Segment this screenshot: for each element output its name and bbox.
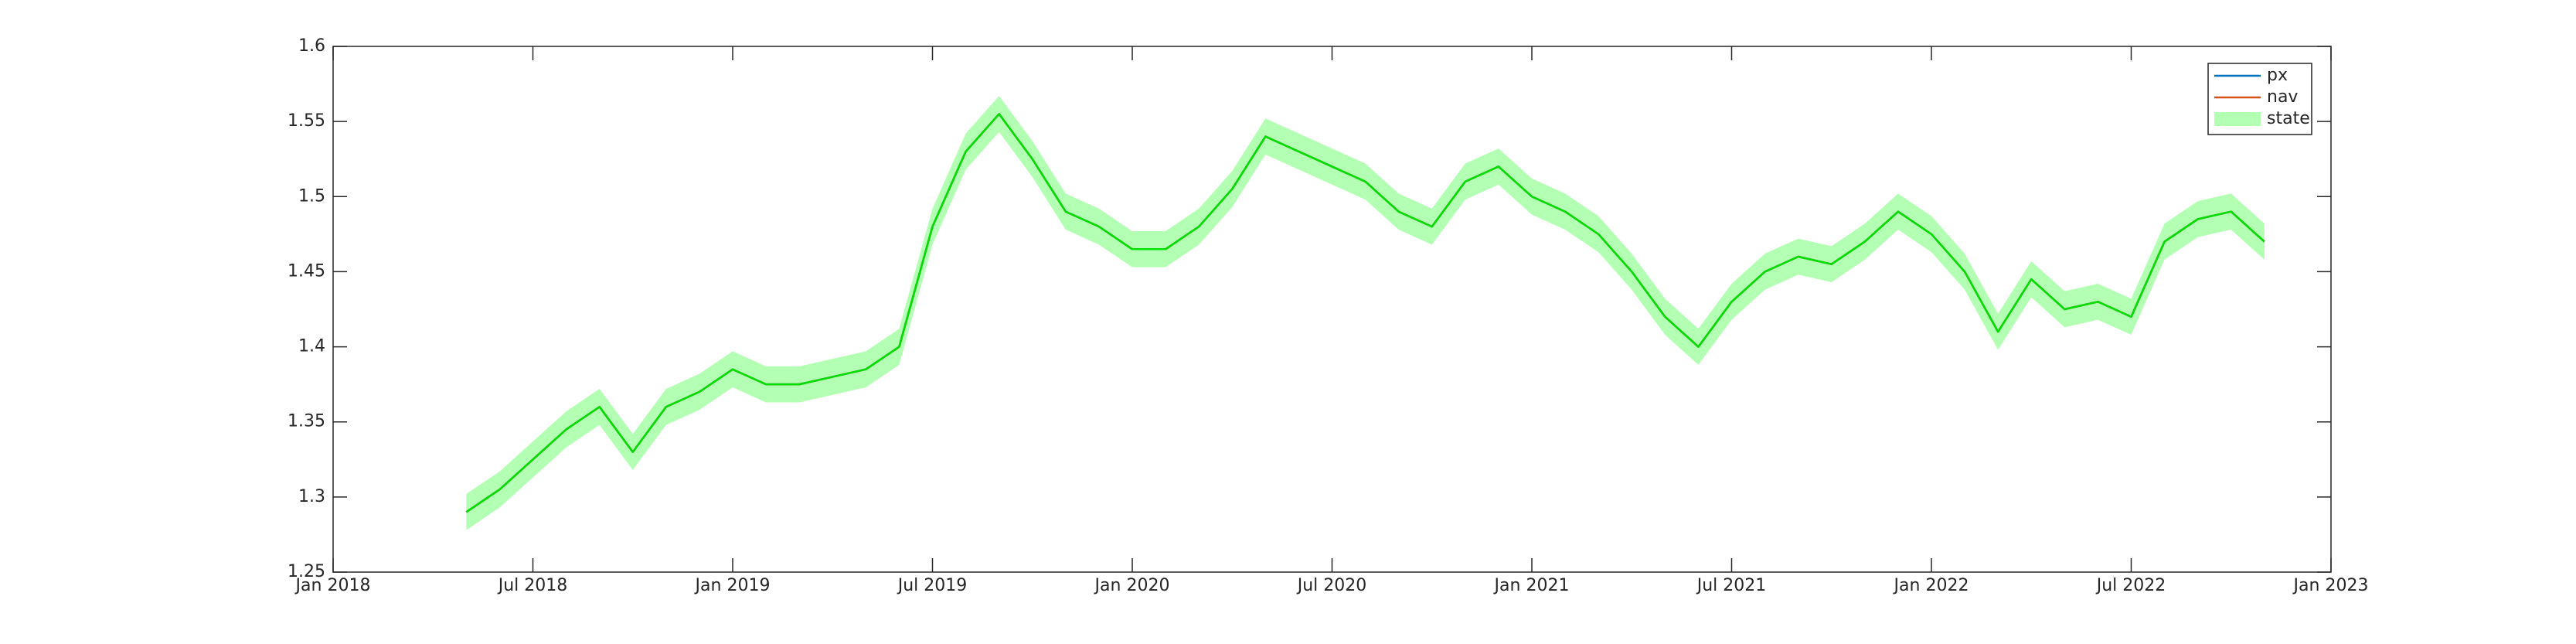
x-tick-label: Jul 2020 [1296,576,1367,595]
x-tick-label: Jul 2021 [1696,576,1767,595]
y-tick-label: 1.3 [298,487,325,506]
legend-label: nav [2267,87,2298,107]
x-tick-label: Jul 2019 [897,576,968,595]
x-tick-label: Jan 2021 [1493,576,1570,595]
x-tick-label: Jan 2023 [2292,576,2369,595]
x-tick-label: Jan 2018 [294,576,371,595]
legend-label: px [2267,66,2288,85]
legend-label: state [2267,109,2310,128]
x-tick-label: Jan 2019 [694,576,771,595]
x-tick-label: Jan 2022 [1893,576,1969,595]
y-tick-label: 1.55 [288,111,325,131]
y-tick-label: 1.35 [288,412,325,431]
x-tick-label: Jul 2018 [497,576,568,595]
y-tick-label: 1.5 [298,186,325,206]
y-tick-label: 1.6 [298,36,325,56]
y-tick-label: 1.25 [288,562,325,581]
x-tick-label: Jan 2020 [1094,576,1170,595]
x-tick-label: Jul 2022 [2095,576,2166,595]
legend-swatch [2214,112,2261,126]
y-tick-label: 1.4 [298,337,325,356]
series-line [465,113,2265,513]
y-tick-label: 1.45 [288,261,325,281]
